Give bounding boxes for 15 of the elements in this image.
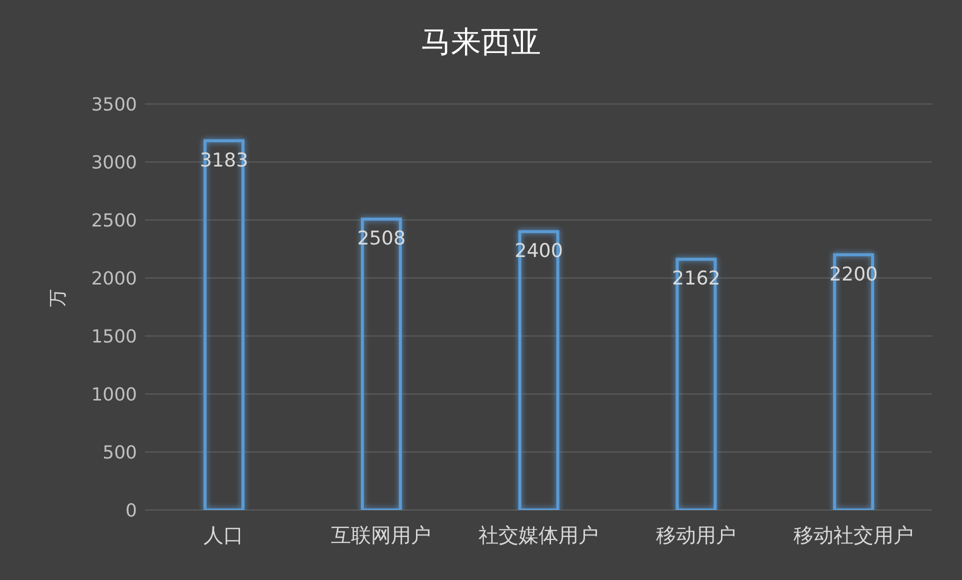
y-tick-label: 3500 [91, 94, 137, 116]
y-tick-label: 1000 [91, 384, 137, 406]
chart-title: 马来西亚 [420, 24, 542, 62]
x-tick-label: 社交媒体用户 [478, 523, 598, 548]
y-tick-label: 0 [126, 500, 137, 522]
x-tick-label: 互联网用户 [331, 523, 432, 548]
x-tick-label: 人口 [204, 523, 244, 548]
y-tick-label: 2000 [91, 268, 137, 290]
y-axis-title: 万 [47, 289, 68, 307]
y-tick-label: 3000 [91, 152, 137, 174]
y-tick-label: 1500 [91, 326, 137, 348]
y-tick-label: 500 [102, 442, 137, 464]
x-tick-label: 移动用户 [656, 523, 736, 548]
y-tick-label: 2500 [91, 210, 137, 232]
x-tick-label: 移动社交用户 [793, 523, 914, 548]
